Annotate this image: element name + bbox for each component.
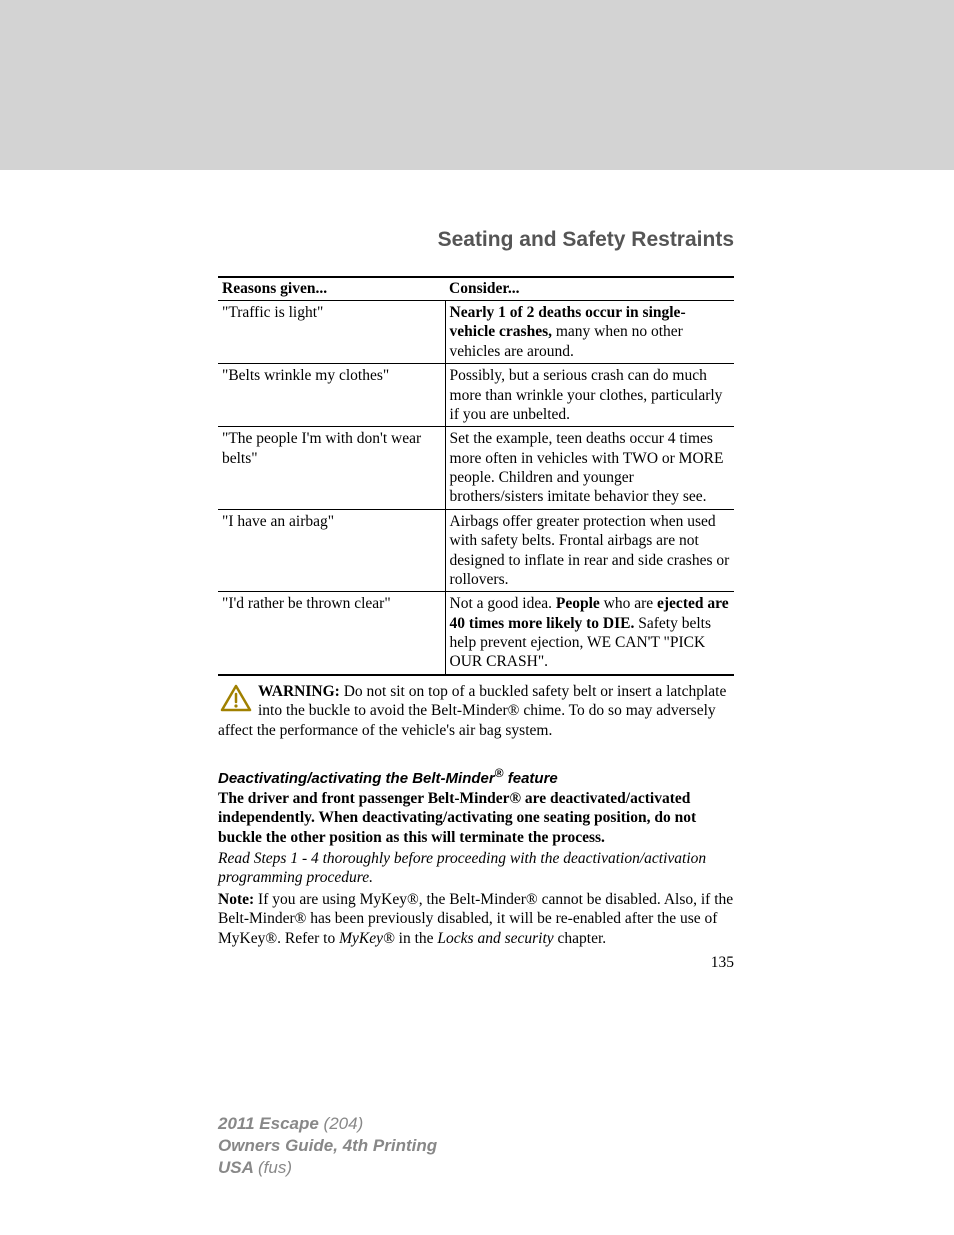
cell-reason: "I'd rather be thrown clear" bbox=[218, 592, 445, 675]
th-consider: Consider... bbox=[445, 277, 734, 301]
table-row: "Traffic is light" Nearly 1 of 2 deaths … bbox=[218, 301, 734, 364]
page-content: Seating and Safety Restraints Reasons gi… bbox=[0, 228, 954, 972]
table-row: "I have an airbag" Airbags offer greater… bbox=[218, 509, 734, 592]
table-row: "Belts wrinkle my clothes" Possibly, but… bbox=[218, 364, 734, 427]
section-title: Seating and Safety Restraints bbox=[218, 228, 734, 252]
table-row: "I'd rather be thrown clear" Not a good … bbox=[218, 592, 734, 675]
bold-paragraph: The driver and front passenger Belt-Mind… bbox=[218, 789, 734, 847]
table-header-row: Reasons given... Consider... bbox=[218, 277, 734, 301]
footer: 2011 Escape (204) Owners Guide, 4th Prin… bbox=[218, 1113, 437, 1179]
footer-line-3: USA (fus) bbox=[218, 1157, 437, 1179]
warning-label: WARNING: bbox=[258, 683, 340, 700]
cell-reason: "Traffic is light" bbox=[218, 301, 445, 364]
subheading: Deactivating/activating the Belt-Minder®… bbox=[218, 766, 734, 787]
footer-line-1: 2011 Escape (204) bbox=[218, 1113, 437, 1135]
italic-paragraph: Read Steps 1 - 4 thoroughly before proce… bbox=[218, 849, 734, 888]
cell-consider: Airbags offer greater protection when us… bbox=[445, 509, 734, 592]
th-reasons: Reasons given... bbox=[218, 277, 445, 301]
warning-triangle-icon bbox=[220, 684, 252, 712]
warning-block: WARNING: Do not sit on top of a buckled … bbox=[218, 682, 734, 740]
cell-reason: "I have an airbag" bbox=[218, 509, 445, 592]
cell-consider: Nearly 1 of 2 deaths occur in single-veh… bbox=[445, 301, 734, 364]
table-row: "The people I'm with don't wear belts" S… bbox=[218, 427, 734, 510]
cell-consider: Possibly, but a serious crash can do muc… bbox=[445, 364, 734, 427]
cell-consider: Set the example, teen deaths occur 4 tim… bbox=[445, 427, 734, 510]
header-gray-band bbox=[0, 0, 954, 170]
note-paragraph: Note: If you are using MyKey®, the Belt-… bbox=[218, 890, 734, 948]
footer-line-2: Owners Guide, 4th Printing bbox=[218, 1135, 437, 1157]
page-number: 135 bbox=[218, 954, 734, 972]
cell-consider: Not a good idea. People who are ejected … bbox=[445, 592, 734, 675]
cell-reason: "Belts wrinkle my clothes" bbox=[218, 364, 445, 427]
cell-reason: "The people I'm with don't wear belts" bbox=[218, 427, 445, 510]
reasons-table: Reasons given... Consider... "Traffic is… bbox=[218, 276, 734, 676]
